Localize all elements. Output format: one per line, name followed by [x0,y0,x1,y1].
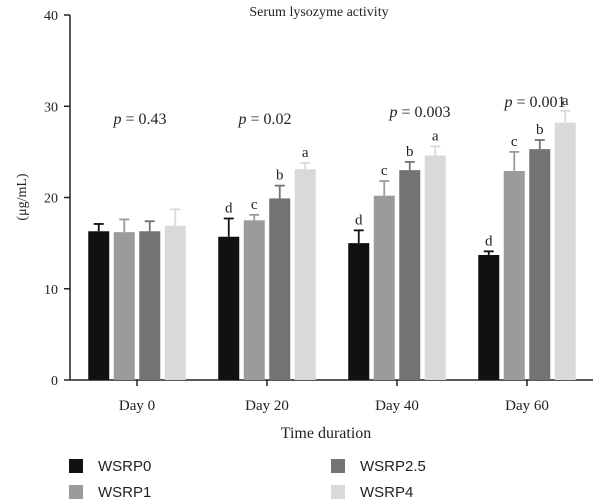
y-tick-label: 0 [51,374,58,389]
x-tick-label: Day 40 [375,398,419,414]
significance-letter: b [536,122,544,138]
y-tick-label: 30 [44,100,58,115]
bar [554,122,576,381]
axes: 0 10 20 30 40 Day 0 Day 20 Day 40 Day 60 [44,9,593,414]
bar [424,155,446,380]
bar [529,149,551,380]
significance-letter: b [406,144,414,160]
legend-swatch [69,485,83,499]
bar [399,170,421,380]
significance-letter: d [355,212,363,228]
significance-letter: c [511,134,518,150]
p-value-label: p = 0.43 [112,111,166,128]
significance-letter: c [381,163,388,179]
annotations: d c b a d c b a d c b a p = 0.43 p = 0.02 p = 0.003 p =… [112,93,568,250]
p-value-label: p = 0.001 [503,94,565,111]
x-tick-label: Day 0 [119,398,155,414]
bar [348,243,370,380]
legend-label: WSRP2.5 [360,458,426,475]
y-axis-label: (μg/mL) [15,173,30,220]
legend-label: WSRP4 [360,484,413,501]
legend-swatch [69,459,83,473]
significance-letter: d [225,200,233,216]
bar [373,195,395,380]
p-value-label: p = 0.003 [388,104,450,121]
bar [139,231,161,380]
p-value-label: p = 0.02 [237,111,291,128]
significance-letter: a [302,145,309,161]
legend-swatch [331,485,345,499]
bar [164,225,186,380]
y-tick-label: 20 [44,192,58,207]
bar [294,169,316,380]
significance-letter: d [485,233,493,249]
legend-label: WSRP1 [98,484,151,501]
bar [113,232,135,380]
legend-swatch [331,459,345,473]
x-axis-label: Time duration [281,425,372,442]
significance-letter: c [251,197,258,213]
x-tick-label: Day 60 [505,398,549,414]
bar [478,254,500,380]
significance-letter: a [562,93,569,109]
y-tick-label: 40 [44,9,58,24]
significance-letter: b [276,168,284,184]
bar [88,231,110,380]
bar [243,220,265,380]
y-tick-label: 10 [44,283,58,298]
bar [218,236,240,380]
legend: WSRP0 WSRP1 WSRP2.5 WSRP4 [69,458,426,501]
bars [88,109,576,381]
bar [269,198,291,380]
bar [503,171,525,380]
significance-letter: a [432,128,439,144]
chart-title: Serum lysozyme activity [249,5,388,20]
legend-label: WSRP0 [98,458,151,475]
x-tick-label: Day 20 [245,398,289,414]
